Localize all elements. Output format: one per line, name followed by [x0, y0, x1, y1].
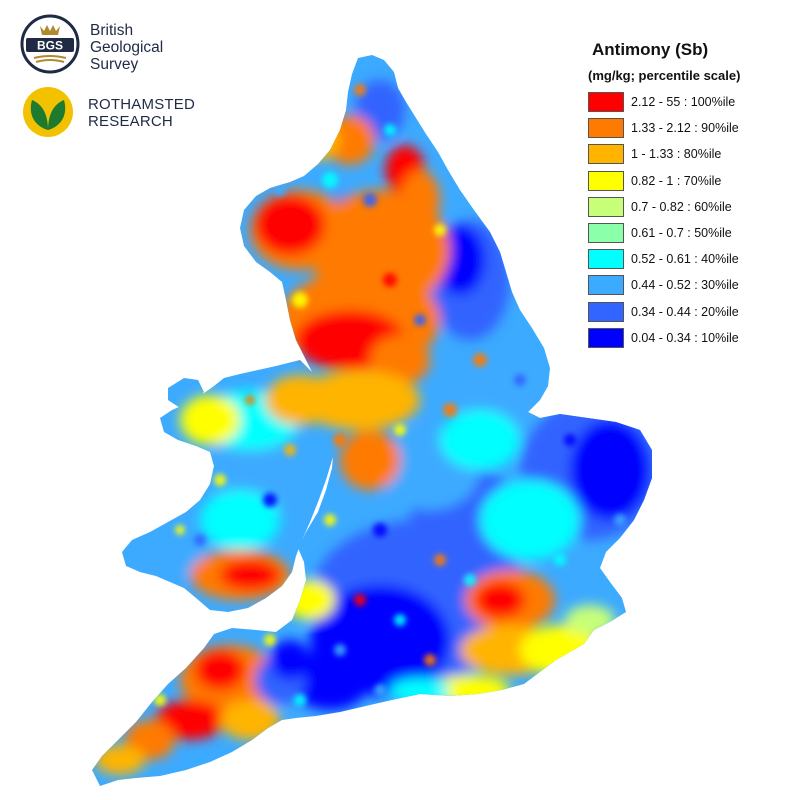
legend-label: 0.34 - 0.44 : 20%ile [631, 304, 739, 319]
legend-label: 0.44 - 0.52 : 30%ile [631, 278, 739, 293]
legend-subtitle: (mg/kg; percentile scale) [588, 68, 741, 83]
bgs-line-1: British [90, 22, 134, 39]
legend-item: 0.44 - 0.52 : 30%ile [588, 272, 793, 298]
legend-swatch [588, 249, 624, 270]
legend-item: 0.7 - 0.82 : 60%ile [588, 194, 793, 220]
legend-swatch [588, 144, 624, 165]
legend-swatch [588, 92, 624, 113]
legend-label: 0.7 - 0.82 : 60%ile [631, 199, 732, 214]
legend-label: 0.04 - 0.34 : 10%ile [631, 330, 739, 345]
bgs-badge-icon: BGS [20, 14, 80, 74]
bgs-badge-text: BGS [37, 39, 63, 53]
legend-label: 1.33 - 2.12 : 90%ile [631, 121, 739, 136]
legend-list: 2.12 - 55 : 100%ile 1.33 - 2.12 : 90%ile 1… [588, 89, 793, 351]
legend-item: 2.12 - 55 : 100%ile [588, 89, 793, 115]
bgs-logo: BGS British Geological Survey [20, 14, 220, 80]
legend-swatch [588, 327, 624, 348]
legend-item: 0.52 - 0.61 : 40%ile [588, 246, 793, 272]
legend-item: 0.82 - 1 : 70%ile [588, 168, 793, 194]
rothamsted-leaf-icon [23, 87, 73, 137]
legend-item: 0.04 - 0.34 : 10%ile [588, 325, 793, 351]
legend-label: 0.61 - 0.7 : 50%ile [631, 226, 732, 241]
bgs-line-2: Geological [90, 39, 164, 56]
legend-label: 2.12 - 55 : 100%ile [631, 95, 736, 110]
legend-swatch [588, 118, 624, 139]
legend-swatch [588, 196, 624, 217]
rothamsted-line-2: RESEARCH [88, 113, 173, 130]
legend-title: Antimony (Sb) [592, 40, 709, 59]
legend-item: 1 - 1.33 : 80%ile [588, 141, 793, 167]
legend-label: 0.82 - 1 : 70%ile [631, 173, 722, 188]
legend-label: 1 - 1.33 : 80%ile [631, 147, 722, 162]
bgs-line-3: Survey [90, 56, 139, 73]
map-legend: Antimony (Sb) (mg/kg; percentile scale) … [588, 40, 793, 351]
legend-swatch [588, 223, 624, 244]
legend-swatch [588, 301, 624, 322]
rothamsted-logo: ROTHAMSTED RESEARCH [22, 86, 222, 142]
rothamsted-line-1: ROTHAMSTED [88, 96, 195, 113]
legend-swatch [588, 170, 624, 191]
legend-item: 0.61 - 0.7 : 50%ile [588, 220, 793, 246]
rothamsted-wordmark: ROTHAMSTED RESEARCH [88, 96, 195, 130]
legend-item: 0.34 - 0.44 : 20%ile [588, 299, 793, 325]
legend-item: 1.33 - 2.12 : 90%ile [588, 115, 793, 141]
legend-swatch [588, 275, 624, 296]
bgs-wordmark: British Geological Survey [90, 22, 163, 73]
legend-label: 0.52 - 0.61 : 40%ile [631, 252, 739, 267]
